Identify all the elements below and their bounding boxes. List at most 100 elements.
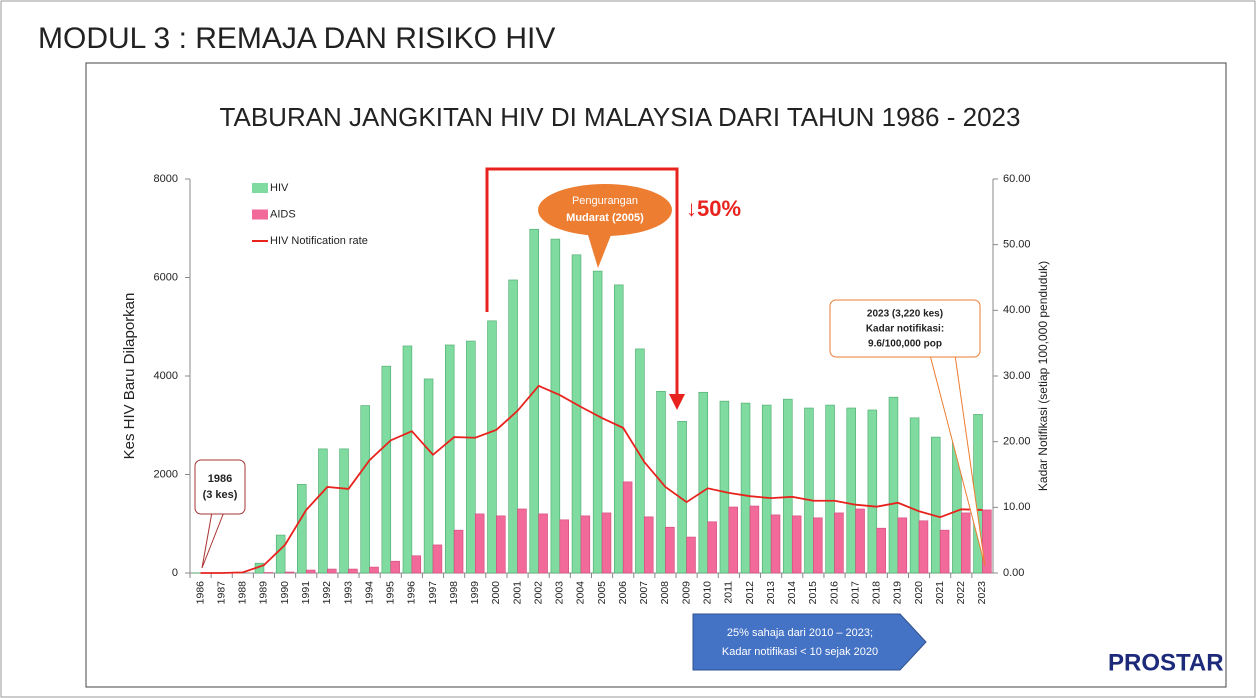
x-tick-label: 2008 <box>659 581 671 605</box>
legend-swatch <box>252 209 268 220</box>
bar <box>529 228 539 574</box>
x-tick-label: 2004 <box>575 581 587 605</box>
annotation-line: 25% sahaja dari 2010 – 2023; <box>727 627 873 639</box>
y2-tick-label: 30.00 <box>1003 370 1031 382</box>
bar <box>707 521 717 574</box>
x-tick-label: 2019 <box>892 581 904 605</box>
bar <box>876 527 886 574</box>
legend-label: HIV <box>270 182 289 194</box>
bar <box>761 404 772 574</box>
bar <box>644 516 654 574</box>
y2-tick-label: 20.00 <box>1003 436 1031 448</box>
bar <box>559 519 569 574</box>
legend-label: AIDS <box>270 208 296 220</box>
harm-reduction-callout: Pengurangan Mudarat (2005) <box>538 184 672 268</box>
bar <box>348 568 358 574</box>
annotation-line: Pengurangan <box>572 195 638 207</box>
x-tick-label: 2006 <box>617 581 629 605</box>
x-tick-label: 1998 <box>448 581 460 605</box>
bar <box>614 284 624 574</box>
x-tick-label: 2013 <box>765 581 777 605</box>
bar <box>677 421 687 574</box>
x-tick-label: 2000 <box>490 581 502 605</box>
x-tick-label: 2001 <box>511 581 523 605</box>
bar <box>897 517 908 574</box>
x-tick-label: 2010 <box>702 581 714 605</box>
bar <box>297 484 307 574</box>
y2-tick-label: 60.00 <box>1003 173 1031 185</box>
bar <box>740 402 751 574</box>
bar <box>580 515 591 574</box>
bar <box>275 534 286 574</box>
bar <box>909 417 920 574</box>
annotation-reduction: ↓50% <box>686 196 741 221</box>
annotation-line: (3 kes) <box>203 489 238 501</box>
bar <box>888 396 899 574</box>
bar <box>665 526 675 574</box>
chart-title: TABURAN JANGKITAN HIV DI MALAYSIA DARI T… <box>220 102 1021 132</box>
x-tick-label: 2007 <box>638 581 650 605</box>
x-tick-label: 1992 <box>321 581 333 605</box>
x-tick-label: 1996 <box>406 581 418 605</box>
legend-label: HIV Notification rate <box>270 235 368 247</box>
x-tick-label: 2012 <box>744 581 756 605</box>
x-tick-label: 2021 <box>934 581 946 605</box>
bar <box>487 320 497 574</box>
bar <box>327 568 337 574</box>
y2-tick-label: 50.00 <box>1003 239 1031 251</box>
bar <box>423 378 434 574</box>
x-tick-label: 1990 <box>279 581 291 605</box>
bar <box>592 270 603 574</box>
end-callout: 2023 (3,220 kes) Kadar notifikasi: 9.6/1… <box>829 299 986 567</box>
bar <box>855 508 865 574</box>
legend-swatch <box>252 183 268 193</box>
x-tick-label: 2005 <box>596 581 608 605</box>
summary-arrow: 25% sahaja dari 2010 – 2023; Kadar notif… <box>692 613 927 671</box>
bar <box>571 254 582 574</box>
bar <box>466 340 476 574</box>
bar <box>339 448 349 574</box>
bar <box>813 517 823 574</box>
annotation-line: 9.6/100,000 pop <box>868 339 942 350</box>
bar <box>783 398 793 574</box>
bar <box>939 529 950 574</box>
y-tick-label: 4000 <box>154 370 178 382</box>
bar <box>804 407 814 574</box>
bar <box>834 512 844 574</box>
bar <box>453 529 464 574</box>
x-tick-label: 2009 <box>680 581 692 605</box>
logo: PROSTAR <box>1108 649 1224 676</box>
x-tick-label: 2014 <box>786 581 798 605</box>
bar <box>686 536 696 574</box>
bar <box>496 515 506 574</box>
reduction-bracket <box>485 167 685 410</box>
y-tick-label: 2000 <box>154 468 178 480</box>
x-tick-label: 1995 <box>385 581 397 605</box>
bar <box>381 365 392 574</box>
bar <box>930 436 941 574</box>
bar <box>698 391 709 574</box>
x-tick-label: 2023 <box>976 581 988 605</box>
x-tick-label: 1994 <box>363 581 375 605</box>
bar <box>284 571 295 574</box>
annotation-line: Kadar notifikasi: <box>866 324 944 335</box>
bar <box>825 404 835 574</box>
x-tick-label: 1986 <box>194 581 206 605</box>
x-tick-label: 2011 <box>723 581 735 604</box>
x-tick-label: 1987 <box>215 581 227 605</box>
x-tick-label: 2015 <box>807 581 819 605</box>
x-tick-label: 1993 <box>342 581 354 605</box>
y-tick-label: 6000 <box>154 271 178 283</box>
y2-tick-label: 0.00 <box>1003 567 1024 579</box>
bar <box>318 448 328 574</box>
x-tick-label: 1999 <box>469 581 481 605</box>
y2-tick-label: 10.00 <box>1003 501 1031 513</box>
bar <box>538 513 548 574</box>
bar <box>719 400 730 574</box>
bar <box>550 238 561 574</box>
x-tick-label: 2017 <box>849 581 861 605</box>
start-callout: 1986 (3 kes) <box>194 459 246 569</box>
bar <box>444 344 455 574</box>
bar <box>508 279 518 574</box>
